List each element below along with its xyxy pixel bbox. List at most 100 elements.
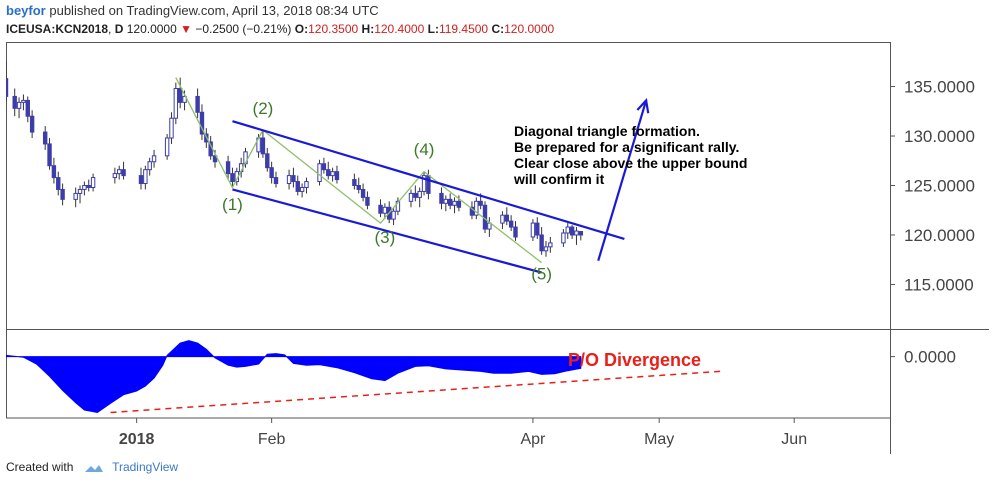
oscillator-tick-label: 0.0000 [904,348,956,367]
candle-body [326,169,331,177]
candle-body [421,175,427,192]
ohlc-line: ICEUSA:KCN2018, D 120.0000 ▼ −0.2500 (−0… [6,22,555,36]
candle-body [539,234,544,252]
candle-body [117,169,122,175]
candle-body [487,222,492,230]
candle-body [452,200,457,206]
wave-label: (2) [253,99,274,118]
time-tick-label: Jun [781,431,807,448]
candle-body [260,137,266,155]
candle-body [447,198,453,206]
publisher-line: beyfor published on TradingView.com, Apr… [6,3,379,18]
candle-body [543,246,549,252]
tradingview-link[interactable]: TradingView [112,460,179,474]
candle-body [456,200,462,208]
candle-body [548,242,553,248]
candle-body [138,175,144,185]
candle-body [291,175,296,183]
upper-bound-line [232,120,625,240]
candle-body [225,161,231,175]
candle-body [439,192,444,204]
candle-body [230,173,235,183]
candle-body [143,169,148,185]
candle-body [504,214,509,222]
candle-body [304,181,309,188]
candle-body [391,210,396,220]
candle-body [530,222,536,238]
lower-bound-line [232,188,542,274]
candle-body [299,186,305,192]
candle-body [561,232,566,244]
candle-body [147,161,152,171]
candle-body [565,226,570,234]
annotation-line: will confirm it [513,171,605,187]
candle-body [12,95,17,109]
chart-area[interactable]: 135.0000 130.0000 125.0000 120.0000 115.0000… [3,42,989,454]
low-label: L: [427,22,439,36]
candle-body [25,99,30,117]
author-link[interactable]: beyfor [6,3,46,18]
candle-body [86,185,91,188]
candle-body [321,163,327,171]
symbol: ICEUSA:KCN2018 [6,22,109,36]
candle-body [365,196,370,206]
divergence-line [110,370,721,414]
candle-body [417,190,422,198]
candle-body [426,175,431,194]
candle-body [265,153,270,169]
candle-body [82,185,87,190]
candle-body [21,99,26,103]
wave-label: (1) [222,195,243,214]
candle-body [182,95,187,103]
candle-body [413,192,418,198]
candle-body [469,206,475,216]
candle-body [51,165,57,179]
breakout-arrow-shaft [597,100,648,262]
annotation-line: Be prepared for a significant rally. [514,139,739,155]
candle-body [199,111,205,135]
wave-label: (3) [374,228,395,247]
wave-label: (5) [531,265,552,284]
time-tick-label: Apr [520,431,546,448]
published-text: published on TradingView.com, April 13, … [49,3,379,18]
breakout-arrow-head [636,97,650,114]
candle-body [408,192,414,202]
candle-body [395,200,401,212]
open-label: O: [294,22,309,36]
price-tick-label: 120.0000 [904,226,975,245]
down-triangle-icon: ▼ [180,22,193,36]
candle-body [90,177,96,188]
high-value: 120.4000 [374,22,425,36]
tradingview-cloud-icon [84,464,103,472]
candle-body [569,226,575,236]
candle-body [356,185,361,190]
candle-body [164,137,170,157]
interval: D [114,22,124,36]
candle-body [273,177,279,185]
candle-body [151,155,157,163]
price-tick-label: 130.0000 [904,127,975,146]
price-tick-label: 135.0000 [904,78,975,97]
candle-body [269,167,274,179]
candle-body [286,175,292,185]
wave-path-line [175,77,542,264]
candle-body [500,214,505,224]
footer: Created with TradingView [6,460,178,474]
oscillator-label: P/O Divergence [568,350,701,370]
candle-body [177,88,183,103]
created-with-text: Created with [6,460,74,474]
candle-body [578,231,584,236]
time-tick-label: 2018 [119,431,155,448]
candle-body [195,95,200,113]
candle-body [574,230,579,236]
price-tick-label: 115.0000 [904,275,974,294]
candle-body [212,155,218,163]
candle-body [60,188,65,200]
candle-body [47,143,52,167]
chart-svg[interactable]: 135.0000 130.0000 125.0000 120.0000 115.0000… [3,42,989,454]
candle-body [382,206,388,214]
candle-body [513,226,518,238]
open-value: 120.3500 [308,22,359,36]
candle-body [330,171,335,177]
candle-body [474,200,479,216]
